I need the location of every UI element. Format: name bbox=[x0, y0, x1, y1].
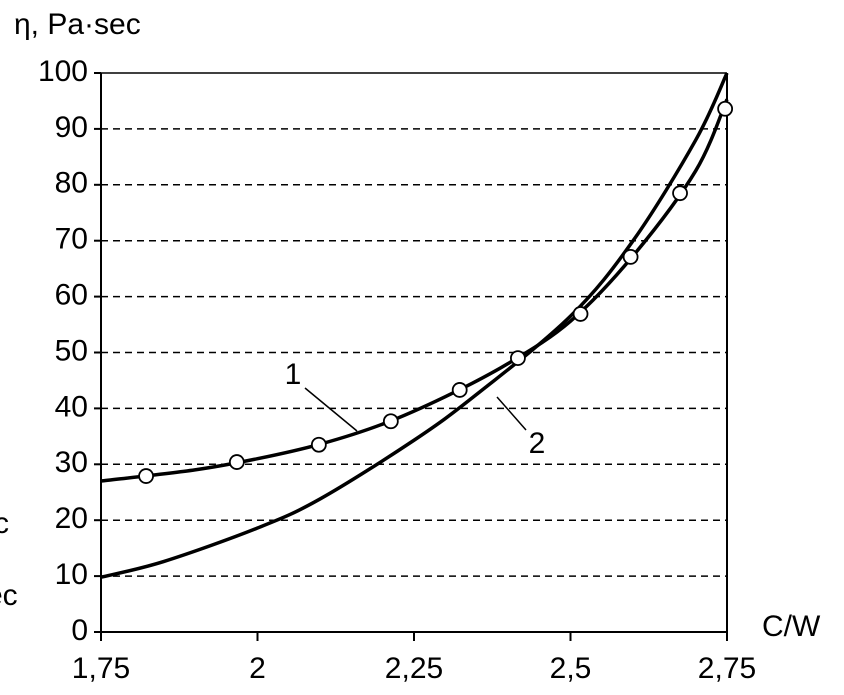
data-point bbox=[451, 382, 468, 398]
curve bbox=[100, 72, 729, 579]
annotation: ec bbox=[0, 579, 18, 612]
y-tick-label: 80 bbox=[55, 167, 88, 200]
y-tick-label: 30 bbox=[55, 446, 88, 479]
annotation: c bbox=[0, 507, 9, 540]
data-point bbox=[228, 454, 245, 470]
y-tick-label: 100 bbox=[38, 55, 88, 88]
x-tick-label: 2,5 bbox=[550, 652, 592, 685]
leader-line bbox=[496, 396, 527, 431]
data-point bbox=[672, 185, 688, 202]
data-point bbox=[572, 306, 589, 322]
y-tick-label: 20 bbox=[55, 502, 88, 535]
y-tick-label: 50 bbox=[55, 334, 88, 367]
x-tick-label: 1,75 bbox=[72, 652, 130, 685]
data-point bbox=[510, 350, 526, 366]
x-tick-label: 2,25 bbox=[385, 652, 443, 685]
data-point bbox=[717, 100, 734, 117]
y-tick-label: 0 bbox=[71, 614, 88, 647]
curve bbox=[100, 98, 729, 483]
data-point bbox=[310, 436, 327, 453]
curve-label: 1 bbox=[285, 358, 302, 391]
curve-label: 2 bbox=[529, 427, 546, 460]
data-point bbox=[138, 468, 154, 484]
y-tick-label: 90 bbox=[55, 111, 88, 144]
y-tick-label: 40 bbox=[55, 390, 88, 423]
y-axis-label: η, Pa·sec bbox=[14, 8, 141, 41]
y-tick-label: 60 bbox=[55, 279, 88, 312]
y-tick-label: 10 bbox=[55, 558, 88, 591]
y-tick-label: 70 bbox=[55, 223, 88, 256]
x-tick-label: 2 bbox=[249, 652, 266, 685]
leader-line bbox=[304, 387, 358, 432]
data-point bbox=[382, 413, 399, 430]
x-tick-label: 2,75 bbox=[698, 652, 756, 685]
data-point bbox=[622, 249, 639, 265]
x-axis-label: C/W bbox=[762, 610, 821, 643]
